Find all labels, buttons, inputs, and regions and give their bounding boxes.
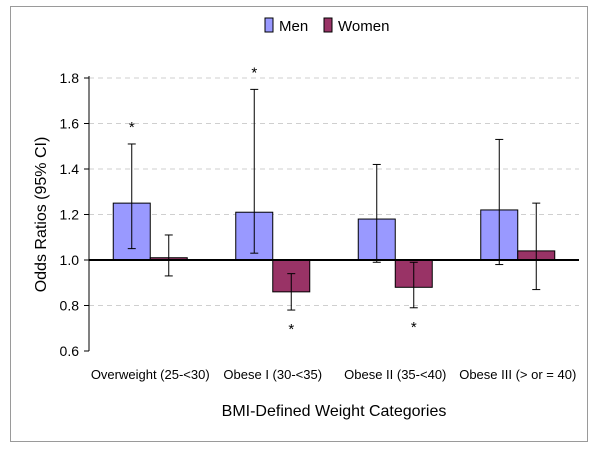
legend-swatch-women <box>323 17 333 33</box>
axes <box>84 76 579 352</box>
y-tick-label: 0.6 <box>60 343 80 359</box>
legend-label-women: Women <box>338 18 389 35</box>
y-tick-label: 1.6 <box>60 116 80 132</box>
legend-swatch-men <box>264 17 274 33</box>
y-tick-label: 1.2 <box>60 207 80 223</box>
labels: 0.6 0.8 1.0 1.2 1.4 1.6 1.8 * Overweight (25-<30… <box>33 64 576 420</box>
gridlines <box>89 77 579 306</box>
significance-marker: * <box>411 319 417 336</box>
legend[interactable]: Men Women <box>264 17 389 35</box>
category-label: Overweight (25-<30) <box>91 367 210 382</box>
bars <box>112 202 556 293</box>
y-tick-label: 0.8 <box>60 298 80 314</box>
significance-marker: * <box>129 119 135 136</box>
y-tick-label: 1.0 <box>60 252 80 268</box>
chart-frame: 0.6 0.8 1.0 1.2 1.4 1.6 1.8 * Overweight (25-<30… <box>10 6 588 442</box>
error-bars <box>127 88 541 311</box>
category-label: Obese III (> or = 40) <box>459 367 576 382</box>
y-tick-label: 1.4 <box>60 161 80 177</box>
category-label: Obese II (35-<40) <box>344 367 446 382</box>
x-axis-label: BMI-Defined Weight Categories <box>222 403 447 420</box>
significance-marker: * <box>251 64 257 81</box>
bar-chart: 0.6 0.8 1.0 1.2 1.4 1.6 1.8 * Overweight (25-<30… <box>33 17 579 420</box>
significance-marker: * <box>288 321 294 338</box>
legend-label-men: Men <box>279 18 308 35</box>
category-label: Obese I (30-<35) <box>223 367 322 382</box>
y-axis-label: Odds Ratios (95% CI) <box>33 137 50 293</box>
y-tick-label: 1.8 <box>60 70 80 86</box>
